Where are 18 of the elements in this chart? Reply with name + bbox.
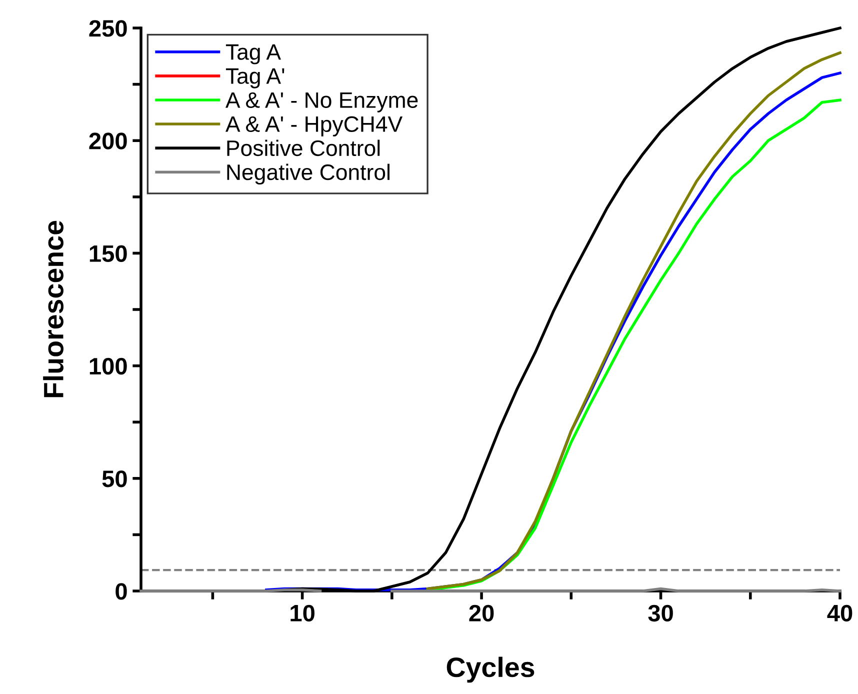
legend-label: Negative Control — [227, 164, 390, 185]
legend-label: A & A' - HpyCH4V — [225, 116, 403, 136]
x-tick-label: 40 — [827, 604, 852, 622]
legend-label: Positive Control — [227, 140, 380, 156]
y-tick-label: 50 — [102, 470, 127, 488]
y-axis-title: Fluorescence — [43, 220, 64, 398]
x-tick-label: 20 — [469, 604, 494, 622]
legend-label: A & A' - No Enzyme — [225, 92, 418, 112]
x-tick-label: 30 — [648, 604, 673, 622]
y-tick-label: 200 — [89, 132, 127, 150]
legend-label: Tag A' — [226, 68, 284, 88]
y-tick-label: 150 — [90, 245, 127, 262]
y-tick-label: 250 — [89, 20, 127, 37]
x-tick-label: 10 — [290, 604, 314, 622]
x-axis-title: Cycles — [446, 656, 534, 683]
y-tick-label: 100 — [90, 358, 127, 375]
y-tick-label: 0 — [116, 583, 127, 600]
legend-label: Tag A — [226, 44, 281, 64]
